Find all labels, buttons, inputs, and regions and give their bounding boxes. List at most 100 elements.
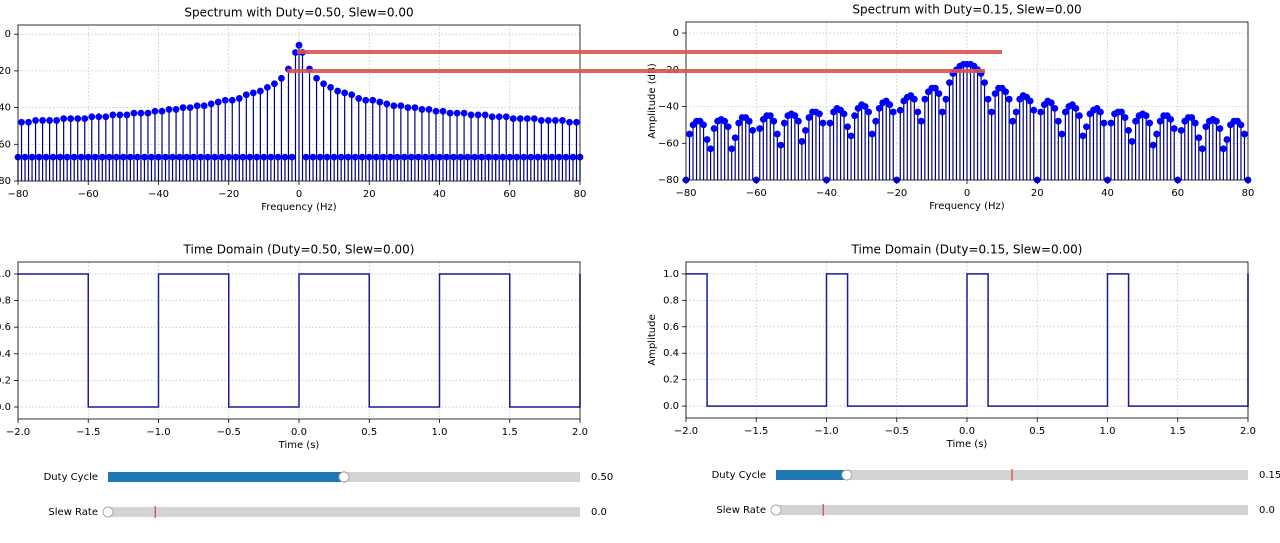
stem-marker [872, 117, 880, 125]
stem-marker [481, 111, 489, 119]
slider-value: 0.0 [591, 507, 607, 518]
stem-marker [703, 136, 711, 143]
stem-marker [471, 153, 479, 161]
stem-marker [344, 153, 352, 161]
slider[interactable]: Duty Cycle 0.15 [712, 469, 1280, 481]
stem-marker [126, 153, 134, 161]
stem-marker [98, 153, 106, 161]
x-tick-label: −80 [7, 189, 28, 200]
stem-marker [791, 112, 799, 120]
x-tick-label: 1.0 [432, 427, 448, 438]
slider-handle[interactable] [338, 471, 350, 483]
stem-marker [495, 113, 503, 121]
marks [682, 60, 1252, 184]
stem-marker [439, 107, 447, 115]
stem-marker [267, 153, 275, 161]
y-tick-label: −80 [658, 175, 679, 186]
stem-marker [802, 126, 809, 134]
stem-marker [18, 118, 25, 126]
plot-panel: −2.0 −1.5 −1.0 −0.5 0.0 0.5 1.0 1.5 2.0 0.0 0.2 0.4… [0, 243, 588, 452]
stem-marker [826, 119, 834, 127]
stem-marker [172, 106, 180, 113]
slider-value: 0.50 [591, 472, 613, 483]
slider-track[interactable] [776, 505, 1248, 515]
stem-marker [271, 80, 278, 88]
stem-marker [207, 100, 215, 108]
stem-marker [28, 153, 36, 161]
stem-marker [151, 107, 159, 115]
y-tick-label: 1.0 [0, 269, 11, 280]
stem-marker [56, 153, 64, 161]
stem-marker [351, 153, 359, 161]
x-tick-label: −2.0 [674, 426, 698, 437]
x-axis-label: Time (s) [946, 439, 988, 450]
stem-marker [707, 145, 714, 153]
x-tick-label: 2.0 [1240, 426, 1256, 437]
slider[interactable]: Slew Rate 0.0 [716, 504, 1275, 516]
stem-marker [415, 153, 422, 161]
y-tick-label: 0 [673, 28, 679, 39]
x-tick-label: 1.5 [502, 427, 518, 438]
stem-marker [939, 108, 946, 116]
stem-marker [1079, 132, 1087, 140]
x-tick-label: −0.5 [217, 427, 241, 438]
stem-marker [485, 153, 493, 161]
stem-marker [1012, 108, 1020, 116]
marks [686, 273, 1249, 407]
stem-marker [745, 117, 753, 125]
stem-marker [302, 153, 310, 161]
stem-marker [1125, 126, 1132, 134]
stem-marker [369, 96, 377, 104]
stem-marker [176, 153, 183, 161]
stem-marker [1142, 112, 1150, 120]
y-tick-label: −60 [0, 139, 11, 150]
stem-marker [509, 115, 517, 122]
slider-track[interactable] [108, 507, 580, 517]
slider-handle[interactable] [770, 504, 782, 516]
slider-label: Slew Rate [716, 505, 766, 516]
stem-marker [232, 153, 240, 161]
slider-handle[interactable] [102, 506, 114, 518]
stem-marker [1220, 145, 1227, 153]
y-tick-label: 0.4 [663, 348, 679, 359]
x-tick-label: −60 [78, 189, 99, 200]
stem-marker [1216, 125, 1224, 132]
stem-marker [320, 80, 327, 88]
stem-marker [32, 117, 39, 124]
stem-marker [393, 153, 401, 161]
stem-marker [158, 107, 166, 115]
stem-marker [313, 74, 320, 82]
stem-marker [330, 153, 338, 161]
stem-marker [316, 153, 324, 161]
stem-marker [573, 118, 580, 126]
x-axis-label: Frequency (Hz) [261, 202, 337, 213]
stem-marker [67, 115, 75, 122]
stem-marker [724, 123, 732, 131]
stem-marker [1100, 119, 1108, 127]
stem-marker [910, 95, 918, 103]
x-tick-label: 80 [1242, 188, 1255, 199]
x-tick-label: 0.0 [959, 426, 975, 437]
stem-marker [984, 95, 992, 103]
stem-marker [562, 153, 570, 161]
stem-marker [214, 98, 222, 106]
stem-marker [889, 108, 897, 116]
stem-marker [502, 113, 510, 121]
marks [14, 41, 584, 181]
stem-marker [1167, 115, 1175, 123]
stem-marker [386, 153, 394, 161]
stem-marker [162, 153, 169, 161]
stem-marker [537, 117, 545, 124]
x-tick-label: 60 [503, 189, 516, 200]
stem-marker [225, 153, 233, 161]
x-tick-label: −0.5 [885, 426, 909, 437]
slider[interactable]: Slew Rate 0.0 [48, 506, 607, 518]
y-tick-label: 0.0 [663, 401, 679, 412]
y-tick-label: −80 [0, 176, 11, 187]
stem-marker [355, 95, 363, 102]
stem-marker [548, 153, 556, 161]
slider[interactable]: Duty Cycle 0.50 [44, 471, 614, 483]
stem-marker [981, 79, 988, 87]
stem-marker [148, 153, 155, 161]
slider-handle[interactable] [841, 469, 853, 481]
